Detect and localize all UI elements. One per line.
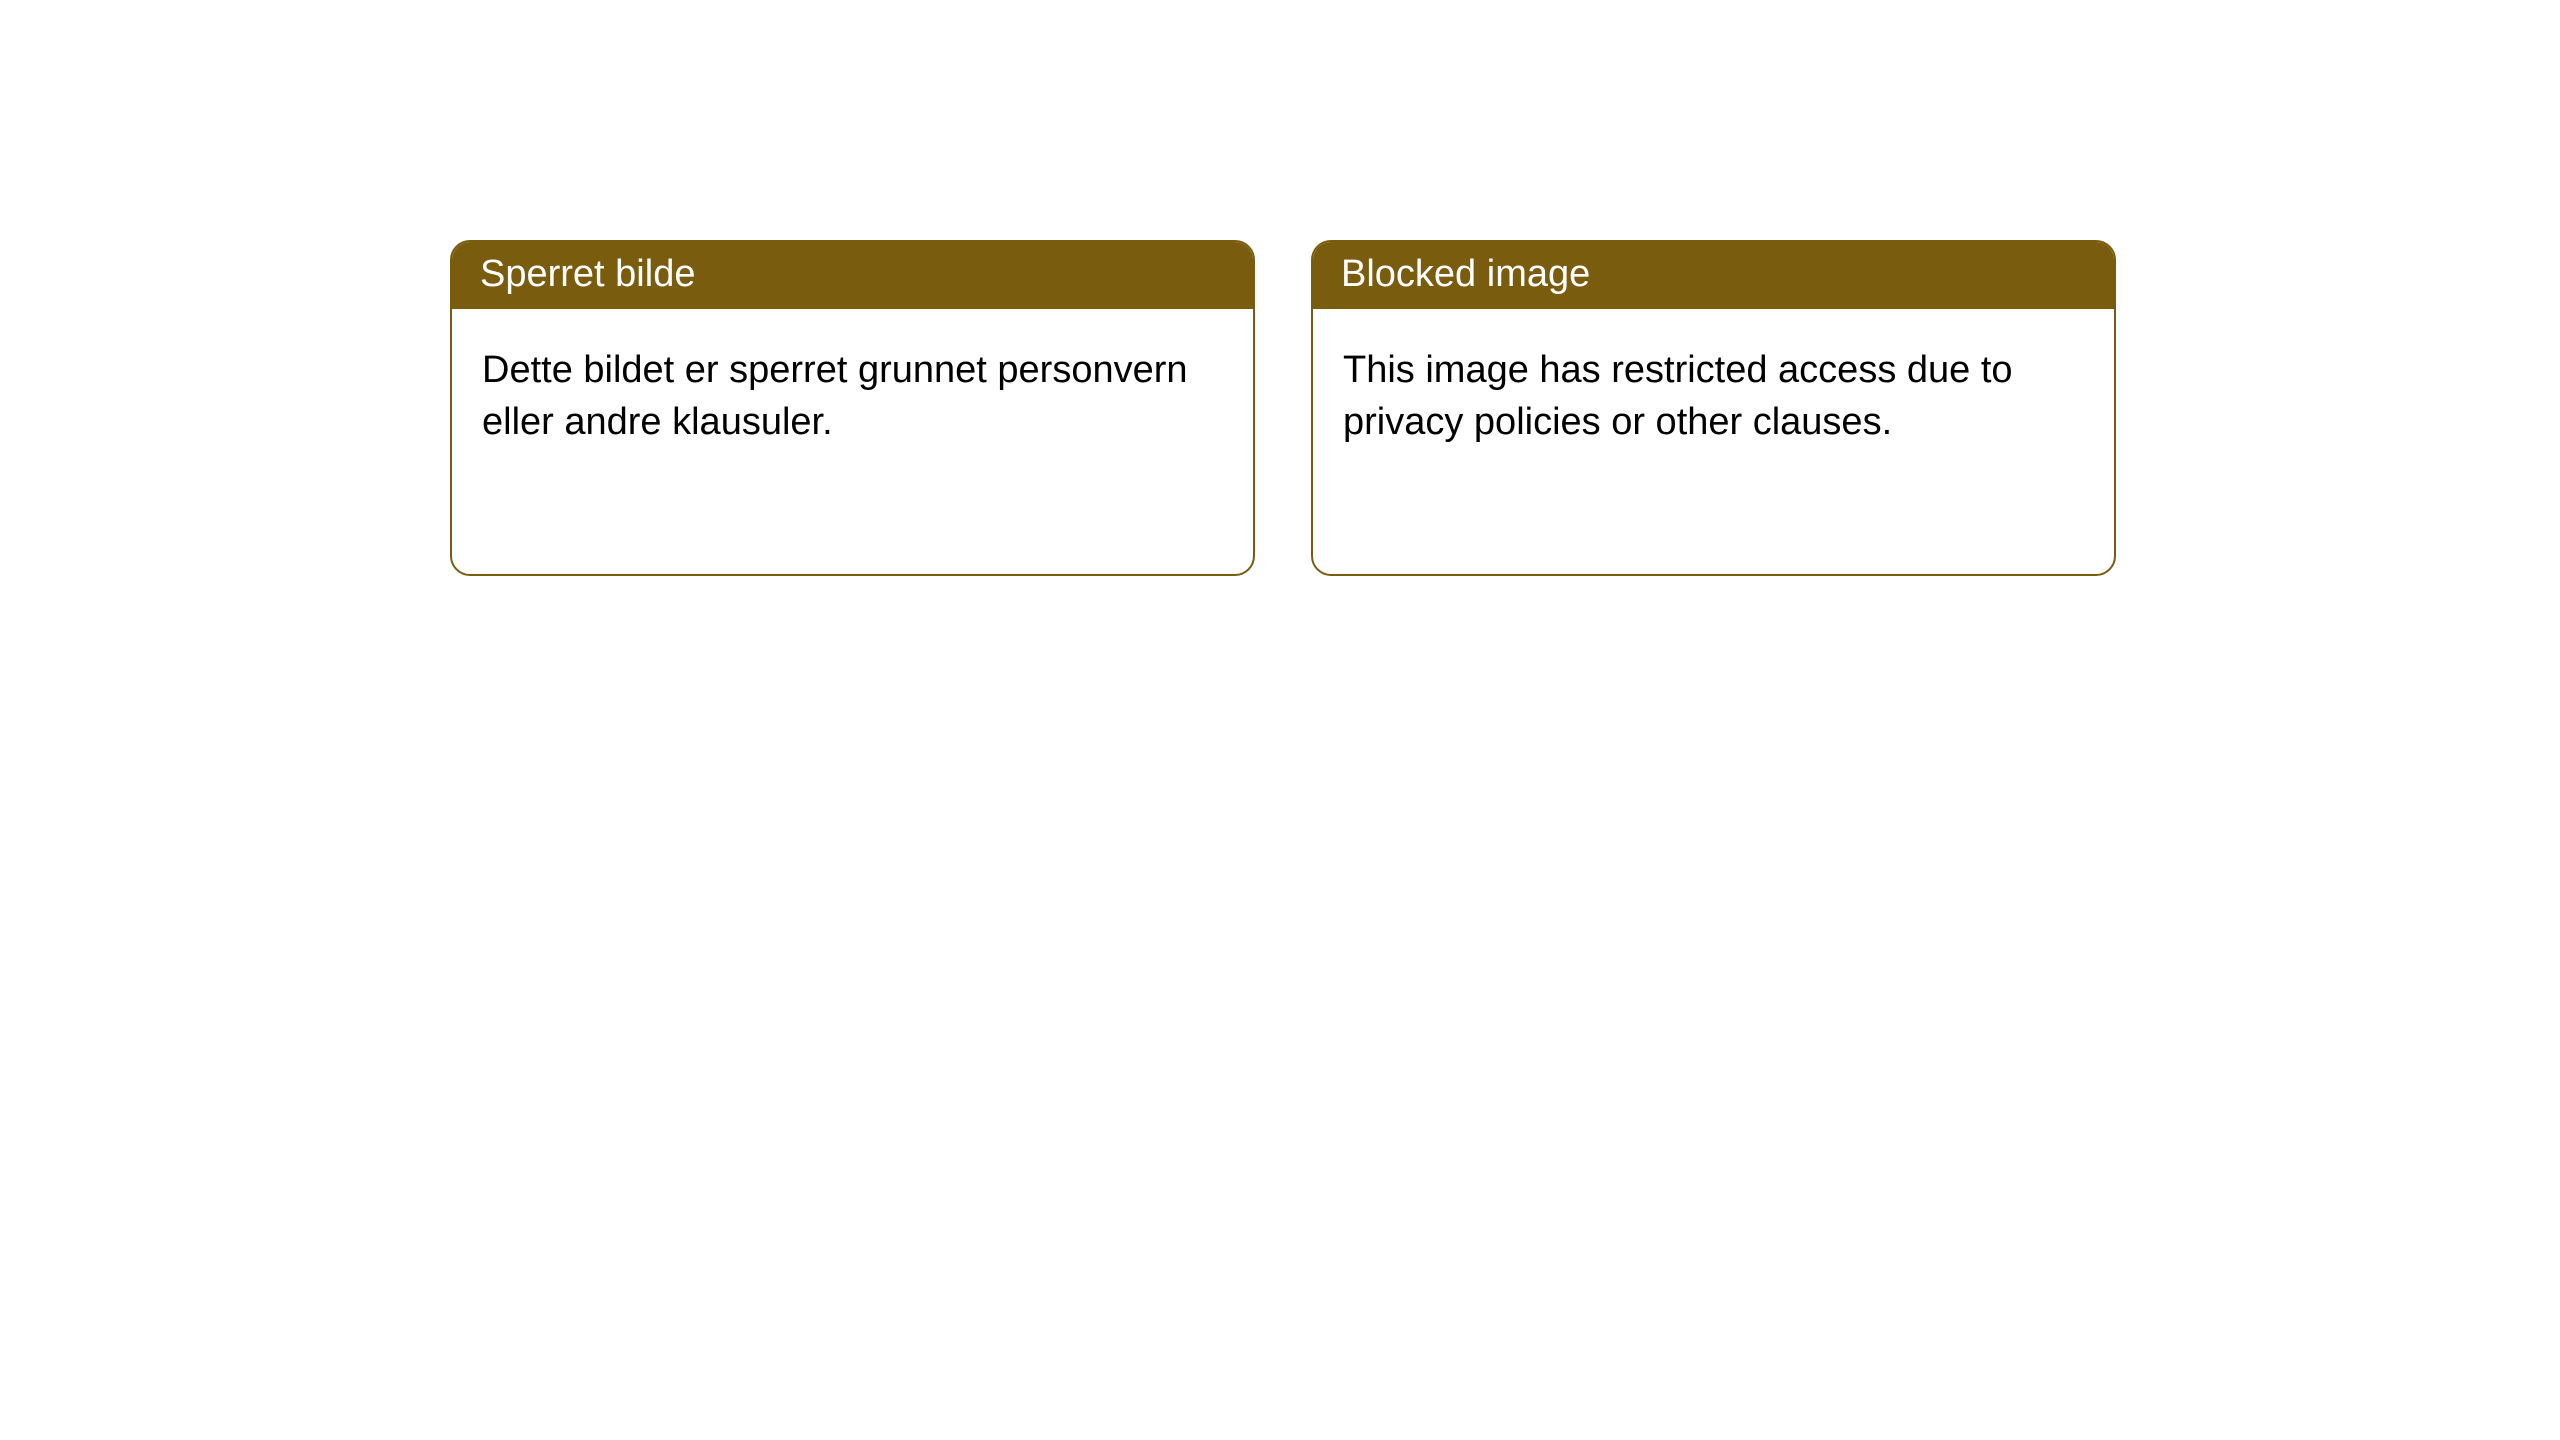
notice-card-norwegian: Sperret bilde Dette bildet er sperret gr… bbox=[450, 240, 1255, 576]
notice-title: Blocked image bbox=[1313, 242, 2114, 309]
notice-container: Sperret bilde Dette bildet er sperret gr… bbox=[0, 0, 2560, 576]
notice-body: This image has restricted access due to … bbox=[1313, 309, 2114, 484]
notice-title: Sperret bilde bbox=[452, 242, 1253, 309]
notice-card-english: Blocked image This image has restricted … bbox=[1311, 240, 2116, 576]
notice-body: Dette bildet er sperret grunnet personve… bbox=[452, 309, 1253, 484]
